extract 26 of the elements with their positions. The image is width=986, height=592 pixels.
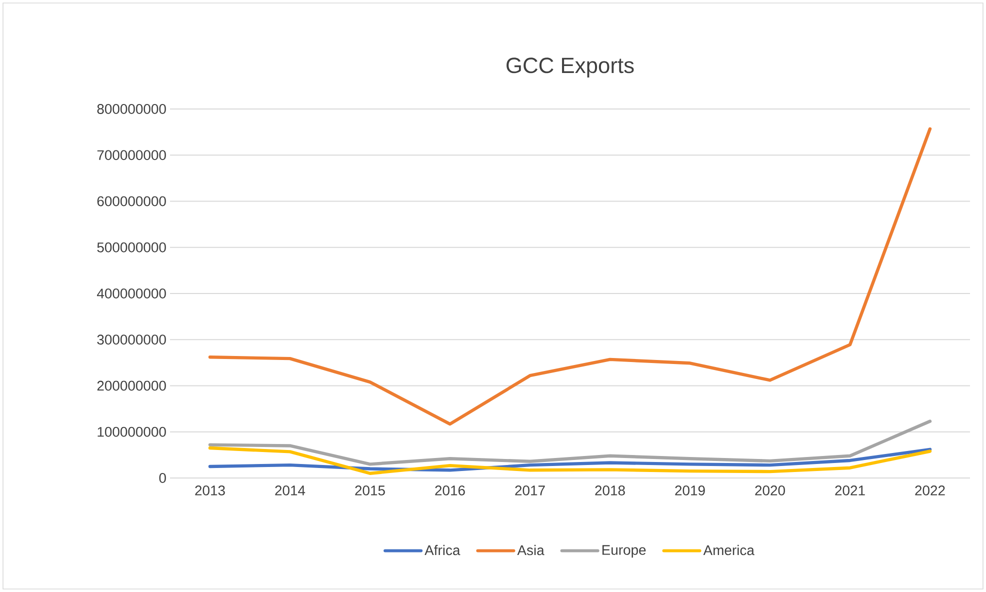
y-tick-label: 300000000: [97, 334, 166, 345]
y-tick-label: 200000000: [97, 380, 166, 391]
y-tick-label: 0: [159, 473, 166, 483]
chart-title: GCC Exports: [506, 58, 634, 78]
y-tick-label: 600000000: [97, 196, 166, 206]
legend-label: America: [703, 544, 754, 556]
legend-label: Africa: [424, 544, 460, 556]
x-tick-label: 2015: [355, 486, 385, 496]
x-tick-label: 2018: [595, 486, 625, 496]
x-tick-label: 2022: [915, 486, 945, 496]
y-tick-label: 400000000: [96, 288, 166, 298]
x-tick-label: 2016: [435, 486, 465, 496]
x-tick-label: 2020: [755, 486, 785, 496]
x-tick-label: 2021: [835, 486, 865, 496]
legend-label: Europe: [602, 545, 646, 558]
x-tick-label: 2014: [275, 486, 306, 496]
y-tick-label: 500000000: [97, 242, 166, 252]
x-tick-label: 2019: [675, 486, 705, 496]
x-tick-label: 2013: [195, 486, 225, 496]
y-tick-label: 700000000: [97, 150, 166, 160]
x-tick-label: 2017: [515, 486, 545, 496]
line-series: [208, 420, 932, 466]
y-tick-label: 100000000: [98, 426, 166, 437]
legend-label: Asia: [517, 544, 544, 556]
line-series: [208, 127, 932, 426]
y-tick-label: 800000000: [97, 104, 166, 114]
